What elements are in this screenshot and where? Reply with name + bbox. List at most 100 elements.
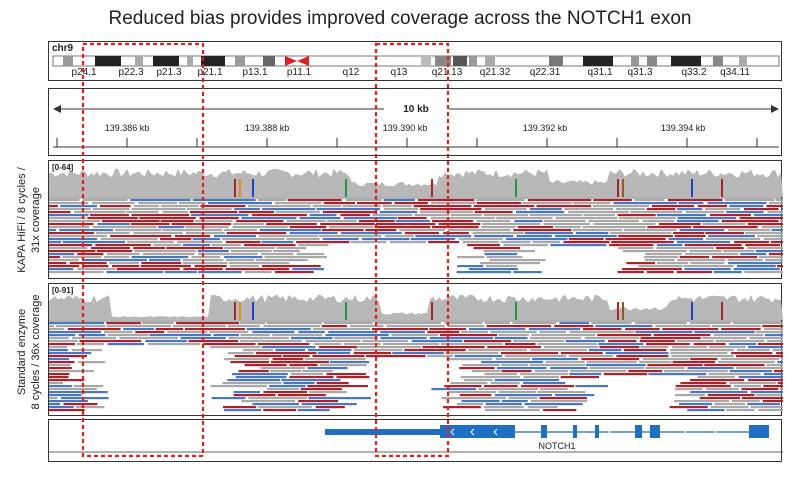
- aligned-read: [447, 229, 511, 232]
- aligned-read: [238, 370, 269, 373]
- aligned-read: [618, 235, 673, 238]
- aligned-read: [745, 244, 781, 247]
- aligned-read: [49, 241, 62, 244]
- aligned-read: [299, 217, 341, 220]
- aligned-read: [454, 355, 503, 358]
- aligned-read: [203, 343, 256, 346]
- aligned-read: [656, 247, 715, 250]
- variant-marker: [617, 179, 619, 197]
- aligned-read: [699, 397, 741, 400]
- aligned-read: [266, 322, 322, 325]
- aligned-read: [642, 358, 689, 361]
- aligned-read: [505, 343, 536, 346]
- aligned-read: [320, 223, 375, 226]
- aligned-read: [226, 232, 287, 235]
- aligned-read: [141, 262, 182, 265]
- aligned-read: [646, 208, 676, 211]
- aligned-read: [444, 322, 483, 325]
- aligned-read: [106, 322, 141, 325]
- chromosome-band: [485, 56, 495, 66]
- aligned-read: [183, 244, 211, 247]
- aligned-read: [481, 223, 541, 226]
- aligned-read: [568, 238, 604, 241]
- aligned-read: [264, 256, 327, 259]
- aligned-read: [486, 265, 517, 268]
- aligned-read: [647, 226, 692, 229]
- aligned-read: [677, 220, 719, 223]
- aligned-read: [49, 400, 88, 403]
- aligned-read: [529, 214, 583, 217]
- aligned-read: [266, 223, 317, 226]
- aligned-read: [524, 232, 573, 235]
- aligned-read: [457, 256, 485, 259]
- aligned-read: [315, 406, 345, 409]
- aligned-read: [767, 340, 783, 343]
- aligned-read: [527, 406, 558, 409]
- aligned-read: [727, 259, 763, 262]
- aligned-read: [640, 337, 701, 340]
- aligned-read: [224, 256, 263, 259]
- chromosome-band: [263, 56, 275, 66]
- aligned-read: [224, 247, 275, 250]
- aligned-read: [677, 340, 714, 343]
- aligned-read: [584, 337, 640, 340]
- aligned-read: [769, 202, 783, 205]
- aligned-read: [182, 259, 224, 262]
- aligned-read: [444, 385, 482, 388]
- aligned-read: [528, 328, 581, 331]
- aligned-read: [646, 271, 674, 274]
- aligned-read: [149, 334, 211, 337]
- aligned-read: [131, 256, 189, 259]
- aligned-read: [439, 334, 497, 337]
- aligned-read: [49, 238, 97, 241]
- aligned-read: [476, 220, 511, 223]
- aligned-read: [307, 367, 348, 370]
- aligned-read: [318, 235, 382, 238]
- aligned-read: [164, 271, 197, 274]
- aligned-read: [155, 328, 184, 331]
- aligned-read: [49, 250, 96, 253]
- aligned-read: [281, 379, 341, 382]
- strand-arrow: [684, 428, 689, 436]
- aligned-read: [623, 229, 677, 232]
- variant-marker: [622, 179, 624, 197]
- aligned-read: [243, 349, 273, 352]
- aligned-read: [588, 220, 639, 223]
- aligned-read: [49, 229, 57, 232]
- aligned-read: [109, 262, 139, 265]
- aligned-read: [162, 211, 189, 214]
- aligned-read: [441, 343, 503, 346]
- aligned-read: [523, 382, 566, 385]
- aligned-read: [522, 202, 572, 205]
- aligned-read: [291, 337, 333, 340]
- aligned-read: [49, 223, 94, 226]
- aligned-read: [343, 217, 397, 220]
- aligned-read: [103, 256, 130, 259]
- aligned-read: [342, 205, 381, 208]
- aligned-read: [672, 346, 707, 349]
- chromosome-band: [95, 56, 121, 66]
- aligned-read: [605, 238, 666, 241]
- aligned-read: [49, 373, 70, 376]
- aligned-read: [693, 343, 726, 346]
- aligned-read: [59, 229, 114, 232]
- aligned-read: [468, 328, 526, 331]
- aligned-read: [530, 400, 588, 403]
- aligned-read: [366, 355, 426, 358]
- aligned-read: [290, 373, 323, 376]
- aligned-read: [49, 349, 68, 352]
- aligned-read: [476, 199, 525, 202]
- aligned-read: [60, 397, 109, 400]
- gene-model: [49, 425, 783, 453]
- aligned-read: [736, 265, 776, 268]
- aligned-read: [383, 208, 419, 211]
- band-label: q22.31: [529, 67, 561, 78]
- aligned-read: [327, 220, 357, 223]
- aligned-read: [262, 346, 316, 349]
- aligned-read: [740, 253, 766, 256]
- aligned-read: [543, 409, 577, 412]
- aligned-read: [480, 262, 540, 265]
- aligned-read: [513, 340, 564, 343]
- aligned-read: [431, 226, 479, 229]
- aligned-read: [319, 364, 367, 367]
